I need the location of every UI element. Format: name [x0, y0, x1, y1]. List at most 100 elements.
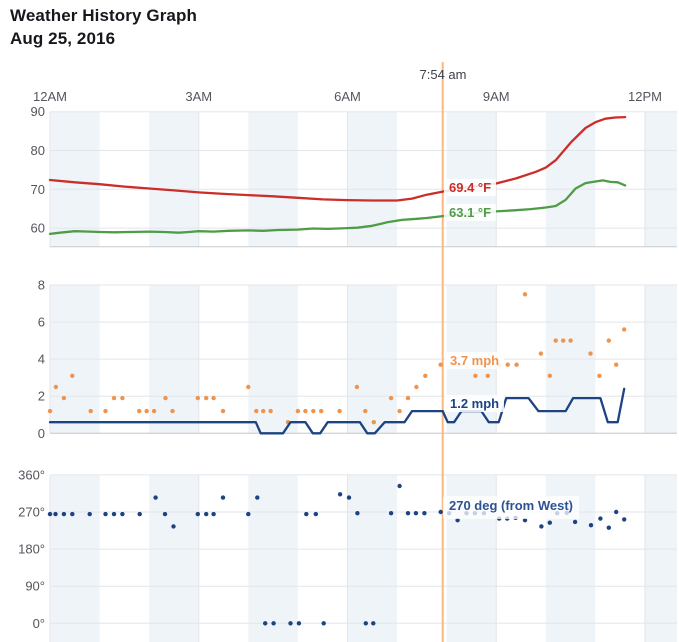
wind_gust-dot [195, 395, 200, 401]
y-tick-label: 2 [38, 389, 45, 404]
wind_direction-dot [588, 523, 594, 528]
wind_direction-dot [263, 621, 268, 626]
wind_direction-dot [61, 511, 67, 517]
y-tick-label: 70 [31, 182, 45, 197]
wind_gust-dot [88, 408, 93, 414]
y-tick-label: 90° [25, 579, 45, 594]
wind_gust-dot [204, 395, 209, 401]
wind_gust-dot [522, 292, 528, 297]
wind_direction-dot [195, 511, 200, 517]
chart-backgrounds [50, 111, 677, 642]
x-tick-label: 12AM [33, 89, 67, 104]
wind_direction-dot [211, 511, 216, 517]
wind_direction-dot [397, 483, 402, 489]
wind_gust-dot [295, 408, 301, 414]
x-tick-label: 3AM [185, 89, 212, 104]
wind_direction-dot [153, 495, 158, 500]
wind_direction-dot [337, 492, 343, 497]
wind_direction-dot [120, 511, 125, 517]
wind_direction-dot [313, 511, 318, 517]
wind_gust-dot [505, 362, 510, 367]
y-tick-label: 4 [38, 352, 45, 367]
wind_gust-dot [144, 408, 149, 414]
wind_gust-dot [514, 362, 519, 367]
page-header: Weather History Graph Aug 25, 2016 [10, 4, 197, 50]
wind_gust-dot [53, 384, 59, 390]
readout-dew-point: 63.1 °F [444, 204, 497, 221]
wind_gust-dot [170, 408, 175, 414]
wind_direction-dot [371, 621, 376, 626]
x-tick-label: 12PM [628, 89, 662, 104]
page-date: Aug 25, 2016 [10, 29, 116, 48]
hour-band [248, 474, 298, 642]
hour-band [644, 474, 677, 642]
wind_gust-dot [414, 384, 419, 390]
hour-band [545, 111, 596, 247]
wind_gust-dot [61, 395, 67, 401]
wind_direction-dot [522, 518, 528, 523]
wind_direction-dot [255, 495, 260, 500]
wind_direction-dot [296, 621, 302, 626]
y-tick-label: 60 [31, 221, 45, 236]
y-tick-label: 80 [31, 143, 45, 158]
wind_gust-dot [246, 384, 251, 390]
wind_direction-dot [288, 621, 293, 626]
wind_gust-dot [388, 395, 394, 401]
wind_direction-dot [346, 495, 352, 500]
temperature-line [48, 115, 627, 202]
wind_gust-dot [397, 408, 402, 414]
wind_gust-dot [220, 408, 226, 414]
wind_gust-dot [211, 395, 216, 401]
wind_gust-dot [163, 395, 168, 401]
wind_gust-dot [405, 395, 411, 401]
y-tick-label: 8 [38, 278, 45, 293]
wind_direction-dot [547, 520, 552, 525]
wind_gust-dot [606, 338, 611, 343]
hour-band [347, 111, 398, 247]
y-tick-label: 90 [31, 104, 45, 119]
wind_direction-dot [171, 524, 176, 529]
hour-band [149, 111, 199, 247]
wind_direction-dot [103, 511, 108, 517]
wind_gust-dot [103, 408, 108, 414]
y-tick-label: 0° [33, 616, 45, 631]
wind_direction-dot [47, 511, 53, 517]
wind_gust-dot [354, 384, 360, 390]
wind_gust-dot [254, 408, 259, 414]
y-tick-label: 0 [38, 426, 45, 441]
wind_gust-dot [137, 408, 142, 414]
wind_direction-dot [204, 511, 209, 517]
hour-band [347, 474, 398, 642]
wind_direction-dot [598, 516, 603, 521]
hour-band [644, 111, 677, 247]
wind_gust-dots [47, 292, 627, 425]
readout-time: 7:54 am [419, 67, 467, 82]
wind_gust-dot [111, 395, 117, 401]
wind_gust-dot [597, 373, 602, 378]
wind_gust-dot [120, 395, 125, 401]
wind_gust-dot [438, 362, 443, 367]
wind_direction-dot [606, 525, 611, 530]
wind_gust-dot [473, 373, 478, 378]
wind_gust-dot [151, 408, 157, 414]
wind_direction-dot [304, 511, 309, 517]
hour-band [149, 474, 199, 642]
wind_direction-dot [53, 511, 58, 517]
wind_direction-dot [539, 524, 544, 529]
wind_gust-dot [423, 373, 428, 378]
hour-band [248, 111, 298, 247]
wind_gust-dot [303, 408, 308, 414]
wind_direction-dot [137, 511, 142, 517]
wind_gust-dot [622, 327, 627, 332]
y-tick-label: 360° [18, 467, 45, 482]
wind_direction-dot [572, 519, 578, 525]
page-title: Weather History Graph [10, 6, 197, 25]
y-tick-label: 270° [18, 504, 45, 519]
wind_gust-dot [547, 373, 552, 378]
wind_direction-dot [614, 509, 619, 515]
wind_direction-dot [87, 511, 92, 517]
readout-wind-direction: 270 deg (from West) [443, 496, 580, 519]
readout-wind-gust: 3.7 mph [445, 352, 505, 369]
wind_gust-dot [553, 338, 558, 343]
